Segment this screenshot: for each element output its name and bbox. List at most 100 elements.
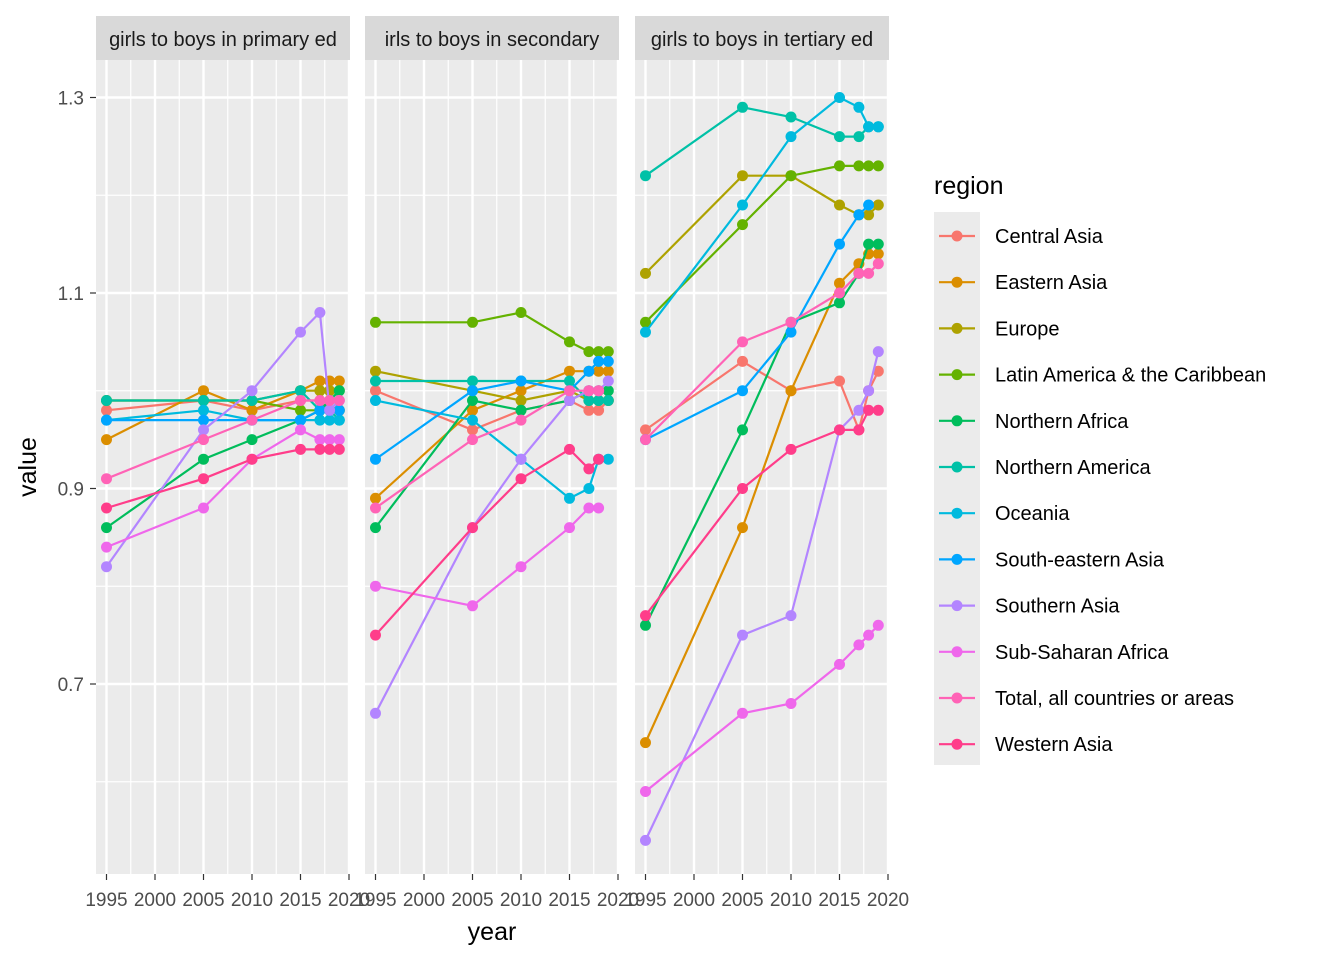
plot-background <box>365 60 619 874</box>
data-point <box>370 316 381 328</box>
data-point <box>333 443 345 455</box>
legend-key-point <box>951 692 963 704</box>
data-point <box>872 248 884 260</box>
data-point <box>564 395 575 406</box>
data-point <box>583 385 595 397</box>
data-point <box>314 404 326 416</box>
legend-key-background <box>934 212 980 765</box>
strip-background <box>365 16 619 60</box>
data-point <box>863 385 875 397</box>
data-point <box>737 424 748 436</box>
data-point <box>640 786 651 797</box>
y-axis-title: value <box>14 437 42 497</box>
x-tick-label: 2005 <box>182 890 224 911</box>
data-point <box>737 385 748 397</box>
data-point <box>515 395 527 406</box>
data-point <box>602 346 614 358</box>
plot-background <box>635 60 889 874</box>
legend-entry: Southern Asia <box>939 596 1120 618</box>
y-tick-label: 1.3 <box>58 89 84 110</box>
data-point <box>640 316 651 328</box>
data-point <box>583 463 595 475</box>
data-point <box>785 131 797 143</box>
data-point <box>467 600 478 612</box>
legend-entry: Central Asia <box>939 226 1104 248</box>
data-point <box>246 385 258 397</box>
data-point <box>834 92 845 103</box>
data-point <box>314 375 326 387</box>
x-tick-label: 1995 <box>624 890 666 911</box>
data-point <box>853 424 865 436</box>
data-point <box>640 619 651 631</box>
data-point <box>324 385 336 397</box>
data-point <box>370 395 381 406</box>
legend-key-point <box>951 553 963 565</box>
data-point <box>583 404 595 416</box>
panel-tertiary: girls to boys in tertiary ed <box>635 16 889 874</box>
data-point <box>314 414 326 426</box>
panel-primary: girls to boys in primary ed <box>96 16 350 874</box>
data-point <box>853 209 865 221</box>
x-tick-label: 2010 <box>770 890 812 911</box>
data-point <box>785 111 797 123</box>
data-point <box>370 580 381 592</box>
legend-entry: Western Asia <box>939 734 1113 756</box>
data-point <box>370 453 381 465</box>
legend-label: Europe <box>995 318 1060 340</box>
data-point <box>467 316 478 328</box>
legend-key-point <box>951 322 963 334</box>
data-point <box>515 307 527 318</box>
legend-key-point <box>951 461 963 473</box>
data-point <box>853 101 865 113</box>
data-point <box>863 199 875 211</box>
data-point <box>295 385 306 397</box>
data-point <box>324 434 336 446</box>
data-point <box>564 492 575 504</box>
data-point <box>593 502 605 514</box>
data-point <box>467 395 478 406</box>
data-point <box>101 404 112 416</box>
legend-key-point <box>951 738 963 750</box>
data-point <box>246 414 258 426</box>
panel-secondary: irls to boys in secondary <box>365 16 619 874</box>
data-point <box>640 737 651 749</box>
data-point <box>564 365 575 377</box>
data-point <box>515 453 527 465</box>
data-point <box>101 395 112 406</box>
data-point <box>246 395 258 406</box>
data-point <box>295 395 306 406</box>
data-point <box>101 541 112 553</box>
data-point <box>198 502 209 514</box>
data-point <box>593 453 605 465</box>
data-point <box>834 277 845 289</box>
data-point <box>834 287 845 299</box>
series-lines <box>101 92 884 846</box>
x-tick-label: 2015 <box>818 890 860 911</box>
data-point <box>467 522 478 534</box>
data-point <box>198 414 209 426</box>
data-point <box>834 375 845 387</box>
data-point <box>583 395 595 406</box>
data-point <box>737 336 748 348</box>
data-point <box>515 375 527 387</box>
x-tick-label: 2000 <box>673 890 715 911</box>
grid-lines <box>96 60 890 874</box>
data-point <box>853 404 865 416</box>
data-point <box>737 707 748 719</box>
legend: region Central Asia Eastern Asia Europe Lat… <box>934 172 1266 765</box>
data-point <box>324 404 336 416</box>
data-point <box>370 629 381 641</box>
data-point <box>834 199 845 211</box>
data-point <box>564 522 575 534</box>
data-point <box>834 131 845 143</box>
data-point <box>295 424 306 436</box>
data-point <box>515 385 527 397</box>
legend-key-point <box>951 600 963 612</box>
legend-key-point <box>951 415 963 427</box>
strip-background <box>635 16 889 60</box>
data-point <box>593 395 605 406</box>
data-point <box>834 238 845 250</box>
data-point <box>333 395 345 406</box>
legend-title: region <box>934 172 1004 200</box>
data-point <box>593 346 605 358</box>
